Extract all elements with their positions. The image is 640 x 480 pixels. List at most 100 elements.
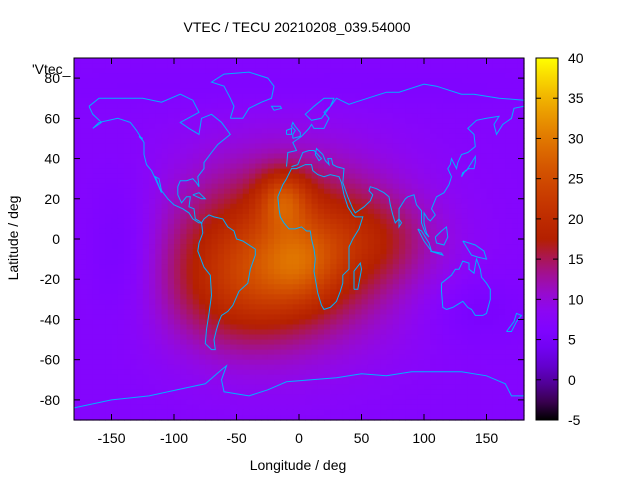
heat-cell: [280, 284, 288, 290]
heat-cell: [299, 153, 306, 160]
heat-cell: [386, 123, 394, 129]
heat-cell: [474, 148, 481, 155]
heat-cell: [424, 208, 431, 215]
heat-cell: [236, 203, 244, 210]
heat-cell: [242, 203, 250, 210]
heat-cell: [292, 249, 300, 255]
heat-cell: [442, 73, 450, 79]
heat-cell: [336, 58, 344, 64]
heat-cell: [442, 93, 450, 99]
heat-cell: [74, 289, 81, 295]
heat-cell: [174, 284, 181, 290]
heat-cell: [467, 58, 475, 64]
heat-cell: [199, 103, 206, 109]
heat-cell: [174, 108, 181, 114]
heat-cell: [105, 83, 113, 89]
heat-cell: [299, 158, 306, 165]
heat-cell: [286, 289, 294, 295]
heat-cell: [130, 153, 138, 160]
heat-cell: [330, 98, 338, 104]
heat-cell: [492, 394, 500, 401]
heat-cell: [405, 213, 413, 220]
heat-cell: [149, 98, 156, 104]
heat-cell: [92, 88, 100, 94]
heat-cell: [424, 93, 431, 99]
heat-cell: [374, 344, 381, 351]
heat-cell: [142, 369, 150, 376]
heat-cell: [267, 228, 275, 235]
heat-cell: [474, 249, 481, 255]
heat-cell: [161, 259, 169, 265]
heat-cell: [417, 339, 425, 346]
heat-cell: [117, 349, 125, 356]
heat-cell: [117, 309, 125, 316]
heat-cell: [236, 208, 244, 215]
heat-cell: [461, 389, 469, 396]
heat-cell: [74, 118, 81, 124]
heat-cell: [236, 274, 244, 280]
heat-cell: [367, 168, 375, 175]
heat-cell: [111, 113, 119, 119]
heat-cell: [417, 264, 425, 270]
heat-cell: [480, 98, 488, 104]
heat-cell: [330, 379, 338, 386]
heat-cell: [505, 173, 513, 180]
heat-cell: [311, 158, 319, 165]
heat-cell: [180, 158, 188, 165]
heat-cell: [417, 123, 425, 129]
heat-cell: [461, 73, 469, 79]
heat-cell: [211, 198, 219, 205]
heat-cell: [392, 329, 400, 336]
heat-cell: [386, 73, 394, 79]
heat-cell: [199, 63, 206, 69]
heat-cell: [80, 158, 88, 165]
heat-cell: [105, 213, 113, 220]
heat-cell: [224, 213, 231, 220]
heat-cell: [117, 148, 125, 155]
heat-cell: [305, 178, 313, 185]
heat-cell: [155, 118, 163, 124]
heat-cell: [217, 128, 225, 135]
heat-cell: [399, 218, 406, 225]
heat-cell: [342, 274, 350, 280]
heat-cell: [461, 198, 469, 205]
heat-cell: [199, 264, 206, 270]
heat-cell: [424, 123, 431, 129]
heat-cell: [367, 354, 375, 361]
heat-cell: [324, 384, 331, 391]
heat-cell: [105, 279, 113, 285]
heat-cell: [355, 269, 363, 275]
heat-cell: [255, 379, 263, 386]
heat-cell: [386, 309, 394, 316]
heat-cell: [205, 294, 213, 300]
heat-cell: [192, 58, 200, 64]
heat-cell: [361, 58, 369, 64]
heat-cell: [280, 123, 288, 129]
heat-cell: [505, 299, 513, 305]
heat-cell: [199, 188, 206, 195]
heat-cell: [480, 279, 488, 285]
heat-cell: [417, 98, 425, 104]
heat-cell: [274, 148, 281, 155]
heat-cell: [205, 233, 213, 240]
heat-cell: [286, 244, 294, 250]
heat-cell: [505, 394, 513, 401]
heat-cell: [224, 299, 231, 305]
heat-cell: [480, 249, 488, 255]
heat-cell: [180, 68, 188, 74]
heat-cell: [374, 183, 381, 190]
heat-cell: [161, 108, 169, 114]
heat-cell: [111, 233, 119, 240]
heat-cell: [255, 118, 263, 124]
heat-cell: [324, 334, 331, 341]
heat-cell: [205, 289, 213, 295]
heat-cell: [267, 63, 275, 69]
heat-cell: [424, 239, 431, 245]
heat-cell: [255, 128, 263, 135]
heat-cell: [449, 324, 456, 331]
heat-cell: [274, 218, 281, 225]
heat-cell: [249, 254, 256, 260]
heat-cell: [349, 264, 356, 270]
heat-cell: [174, 289, 181, 295]
heat-cell: [342, 254, 350, 260]
